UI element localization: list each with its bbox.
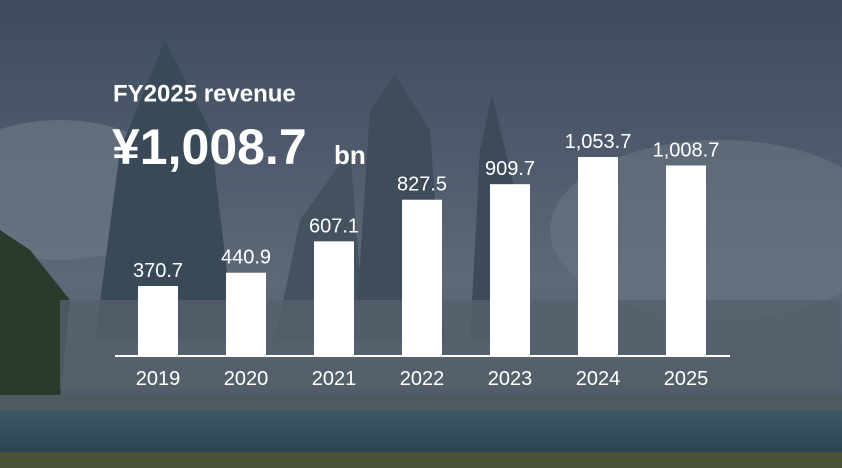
value-label: 827.5 — [397, 174, 447, 196]
bar — [226, 272, 266, 356]
value-label: 909.7 — [485, 158, 535, 180]
x-tick-label: 2021 — [312, 368, 357, 390]
x-tick-label: 2019 — [136, 368, 181, 390]
headline-unit: bn — [334, 140, 366, 170]
bar — [402, 199, 442, 356]
value-label: 440.9 — [221, 247, 271, 269]
value-label: 1,053.7 — [565, 131, 632, 153]
bar — [314, 241, 354, 356]
value-label: 1,008.7 — [653, 139, 720, 161]
value-label: 607.1 — [309, 215, 359, 237]
bar — [490, 184, 530, 356]
x-tick-label: 2023 — [488, 368, 533, 390]
bar — [666, 165, 706, 356]
headline-value: ¥1,008.7 — [112, 119, 307, 175]
value-label: 370.7 — [133, 260, 183, 282]
bar — [578, 157, 618, 356]
x-tick-label: 2024 — [576, 368, 621, 390]
chart-title: FY2025 revenue — [113, 80, 296, 107]
bar — [138, 285, 178, 356]
x-tick-label: 2022 — [400, 368, 445, 390]
x-tick-label: 2020 — [224, 368, 269, 390]
x-tick-label: 2025 — [664, 368, 709, 390]
